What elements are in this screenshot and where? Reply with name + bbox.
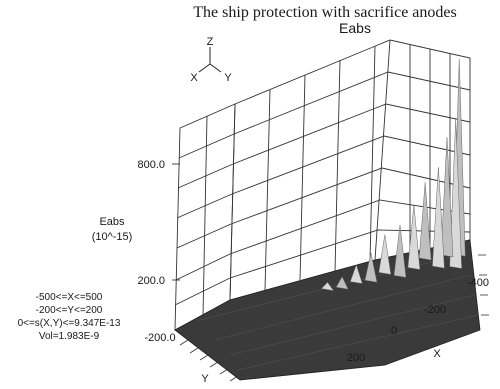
info-x-range: -500<=X<=500	[36, 292, 103, 303]
triad-x-label: X	[190, 72, 198, 84]
grid-back-wall	[229, 39, 471, 301]
triad-y-label: Y	[224, 72, 232, 84]
z-axis-unit-label: (10^-15)	[92, 231, 133, 243]
surface-peaks	[320, 58, 466, 291]
x-tick-label-0: 0	[391, 325, 397, 337]
chart-title: The ship protection with sacrifice anode…	[193, 4, 456, 21]
surface-peak	[364, 252, 378, 283]
surface-peak	[418, 182, 432, 261]
y-axis-label: Y	[201, 373, 209, 385]
floor-tick-marks	[179, 254, 489, 382]
chart-subtitle: Eabs	[339, 20, 371, 36]
info-volume: Vol=1.983E-9	[39, 331, 100, 342]
x-tick-label-neg200: -200	[424, 304, 446, 316]
triad-z-label: Z	[207, 36, 214, 48]
y-tick-label-200: 200	[347, 352, 365, 364]
surface-peak	[432, 167, 445, 269]
x-axis-label: X	[433, 348, 441, 360]
z-tick-label-800: 800.0	[137, 159, 165, 171]
info-s-range: 0<=s(X,Y)<=9.347E-13	[18, 318, 121, 329]
surface-peak	[320, 281, 335, 291]
info-y-range: -200<=Y<=200	[36, 305, 103, 316]
surface-peak	[378, 234, 392, 275]
z-tick-label-200: 200.0	[137, 275, 165, 287]
y-tick-label-neg200: -200.0	[144, 332, 175, 344]
surface-peak	[440, 137, 454, 258]
z-tick-marks	[172, 163, 180, 281]
surface-peak	[393, 224, 407, 278]
axes-triad-icon: Z X Y	[190, 36, 232, 84]
z-axis-label: Eabs	[99, 216, 125, 228]
surface-peak	[335, 276, 349, 290]
surface-peak	[407, 204, 421, 270]
grid-left-wall	[174, 103, 236, 331]
surface-peak	[449, 119, 462, 269]
surface-peak	[349, 263, 363, 284]
x-tick-label-neg400: -400	[467, 277, 489, 289]
